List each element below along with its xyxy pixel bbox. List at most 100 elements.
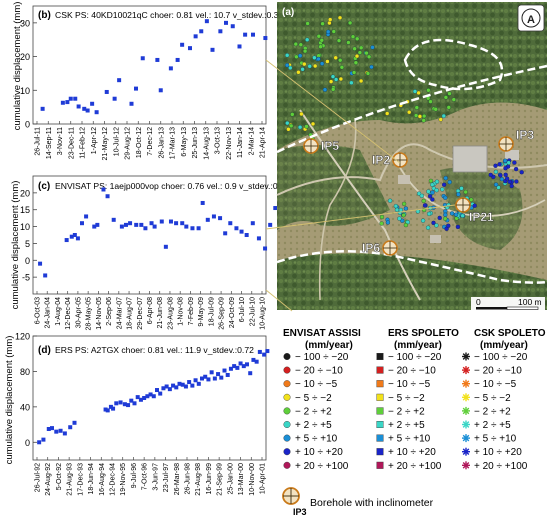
legend-star-marker (462, 352, 470, 361)
data-point (190, 226, 195, 231)
x-tick-label: 10-Apr-01 (260, 463, 267, 494)
ps-point (379, 214, 385, 220)
legend-star-marker (462, 393, 470, 402)
map-road-4 (318, 119, 357, 301)
data-point (134, 222, 139, 227)
map-building-3 (398, 175, 410, 184)
x-tick-label: 24-Oct-09 (229, 297, 236, 328)
legend-circle-marker (283, 448, 291, 456)
panel-b-title: CSK PS: 40KD10021qC choer: 0.81 vel.: 10… (55, 10, 279, 20)
data-point (171, 383, 176, 388)
legend-circle-marker (283, 421, 291, 429)
legend-class-label: + 10 ÷ +20 (388, 447, 436, 458)
data-point (72, 420, 77, 425)
data-point (209, 370, 214, 375)
x-tick-label: 19-Nov-95 (120, 463, 127, 496)
ps-point (407, 110, 412, 115)
data-point (184, 224, 189, 229)
x-tick-label: 10-Aug-10 (260, 297, 267, 330)
data-point (85, 108, 90, 113)
scale-bar: 0 100 m (471, 297, 545, 310)
data-point (104, 89, 109, 94)
data-point (225, 372, 230, 377)
legend-class-label: − 100 ÷ −20 (474, 352, 528, 363)
map-woodland-south (277, 253, 547, 310)
panel-b-ylabel: cumulative displacement (mm) (12, 2, 23, 131)
legend-star-marker (462, 447, 470, 456)
borehole-ip21: IP21 (455, 197, 494, 224)
ps-point (416, 90, 421, 96)
ps-point (297, 125, 303, 130)
ps-point (427, 194, 433, 199)
ps-point (504, 176, 510, 181)
borehole-ip5: IP5 (303, 138, 340, 154)
data-point (90, 101, 95, 106)
data-point (251, 32, 255, 37)
x-tick-label: 7-Dec-12 (147, 127, 154, 156)
data-point (193, 34, 198, 39)
ps-point (446, 105, 451, 110)
legend-class-label: − 5 ÷ −2 (295, 393, 332, 404)
ps-point (339, 65, 345, 70)
legend-class-label: + 5 ÷ +10 (388, 434, 431, 445)
data-point (158, 391, 163, 396)
ps-point (446, 223, 451, 228)
legend-class-label: + 20 ÷ +100 (295, 461, 349, 472)
ps-point (394, 207, 400, 212)
data-point (94, 110, 99, 115)
ps-point (293, 41, 298, 47)
data-point (218, 216, 223, 221)
legend-column-unit: (mm/year) (480, 340, 528, 351)
data-point (155, 57, 160, 62)
data-point (149, 221, 154, 226)
data-point (164, 384, 169, 389)
ps-point (417, 114, 423, 119)
data-point (111, 217, 116, 222)
data-point (243, 32, 248, 37)
ps-point (412, 89, 418, 94)
ps-point (463, 189, 468, 195)
data-point (199, 29, 204, 34)
x-tick-label: 2-Mar-14 (248, 127, 255, 156)
ps-point (496, 185, 501, 190)
panel-b: (b) CSK PS: 40KD10021qC choer: 0.81 vel.… (12, 2, 279, 161)
x-tick-label: 1-Nov-08 (178, 297, 185, 326)
data-point (103, 407, 108, 412)
data-point (123, 222, 128, 227)
ps-point (296, 70, 301, 75)
ps-point (379, 221, 384, 226)
legend-square-marker (376, 434, 384, 442)
ps-point (385, 111, 390, 116)
ps-point (338, 76, 344, 82)
ps-point (289, 123, 294, 129)
map-building-2 (505, 150, 519, 160)
legend-class-label: + 20 ÷ +100 (474, 461, 528, 472)
data-point (248, 371, 253, 376)
ps-point (370, 45, 375, 50)
data-point (168, 219, 173, 224)
ps-point (493, 163, 498, 168)
ps-point (456, 192, 461, 197)
data-point (159, 219, 164, 224)
legend-class-label: − 10 ÷ −5 (295, 379, 338, 390)
data-point (68, 425, 73, 430)
legend-class-label: − 100 ÷ −20 (295, 352, 349, 363)
panel-c-label: (c) (38, 181, 50, 192)
data-point (111, 406, 116, 411)
ps-point (347, 20, 353, 26)
data-point (212, 376, 217, 381)
data-point (265, 349, 270, 354)
ps-point (460, 213, 465, 218)
y-tick-label: 10 (20, 222, 30, 232)
ps-point (469, 197, 474, 202)
data-point (168, 66, 173, 71)
x-tick-label: 26-Jan-13 (158, 127, 165, 159)
data-point (40, 106, 45, 111)
x-tick-label: 17-Dec-93 (77, 463, 84, 496)
data-point (122, 402, 127, 407)
legend-star-marker (462, 461, 470, 470)
x-tick-label: 1-Aug-04 (55, 297, 62, 326)
ps-point (433, 107, 438, 112)
map-panel: (a) A IP5 IP2 IP3 IP21 IP6 0 100 m (276, 2, 548, 310)
